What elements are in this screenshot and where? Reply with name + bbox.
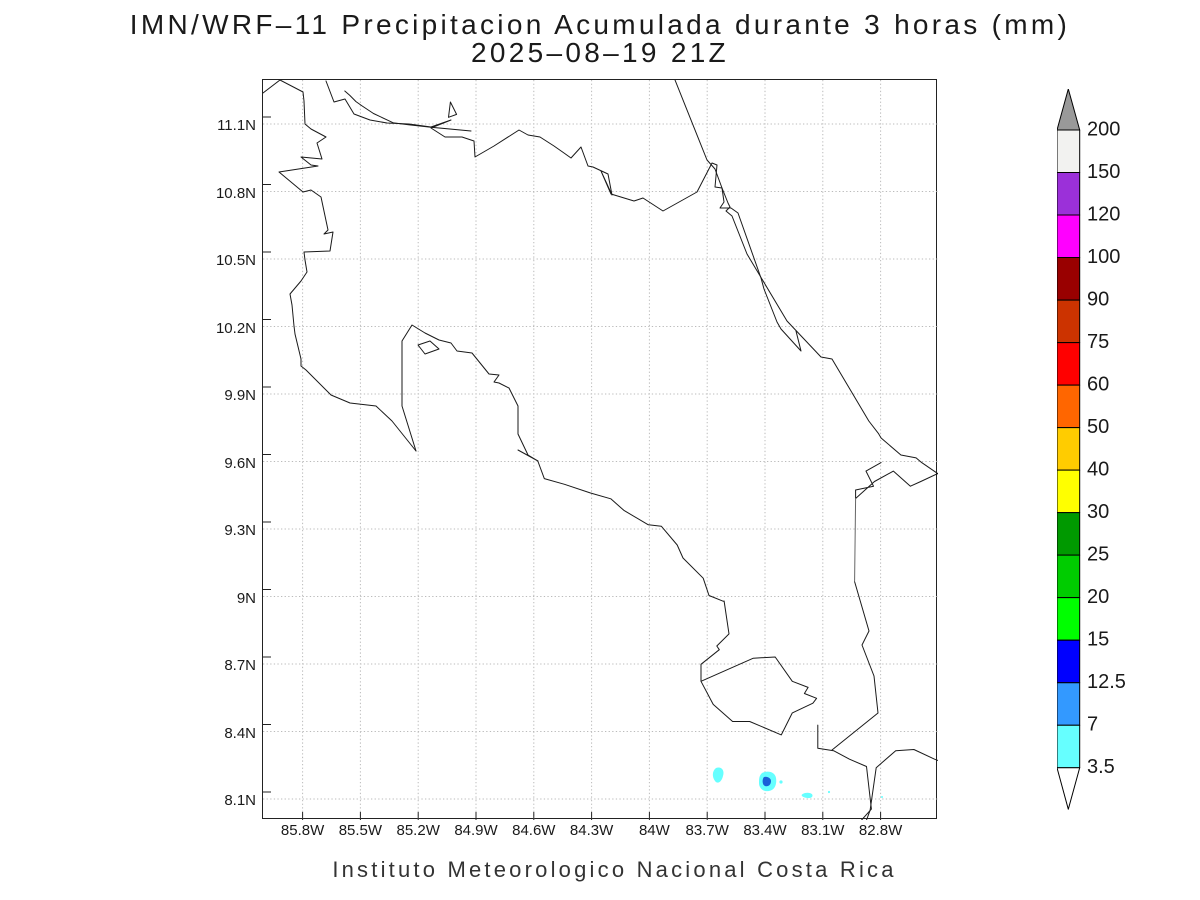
svg-text:200: 200 [1087,119,1120,141]
svg-text:12.5: 12.5 [1087,671,1126,693]
svg-text:120: 120 [1087,204,1120,226]
svg-text:7: 7 [1087,714,1098,736]
svg-text:150: 150 [1087,161,1120,183]
svg-text:3.5: 3.5 [1087,756,1115,778]
svg-text:90: 90 [1087,289,1109,311]
svg-text:15: 15 [1087,629,1109,651]
svg-text:75: 75 [1087,331,1109,353]
svg-text:30: 30 [1087,501,1109,523]
svg-text:25: 25 [1087,544,1109,566]
svg-text:50: 50 [1087,416,1109,438]
svg-text:100: 100 [1087,246,1120,268]
svg-text:60: 60 [1087,374,1109,396]
svg-text:20: 20 [1087,586,1109,608]
svg-text:40: 40 [1087,459,1109,481]
